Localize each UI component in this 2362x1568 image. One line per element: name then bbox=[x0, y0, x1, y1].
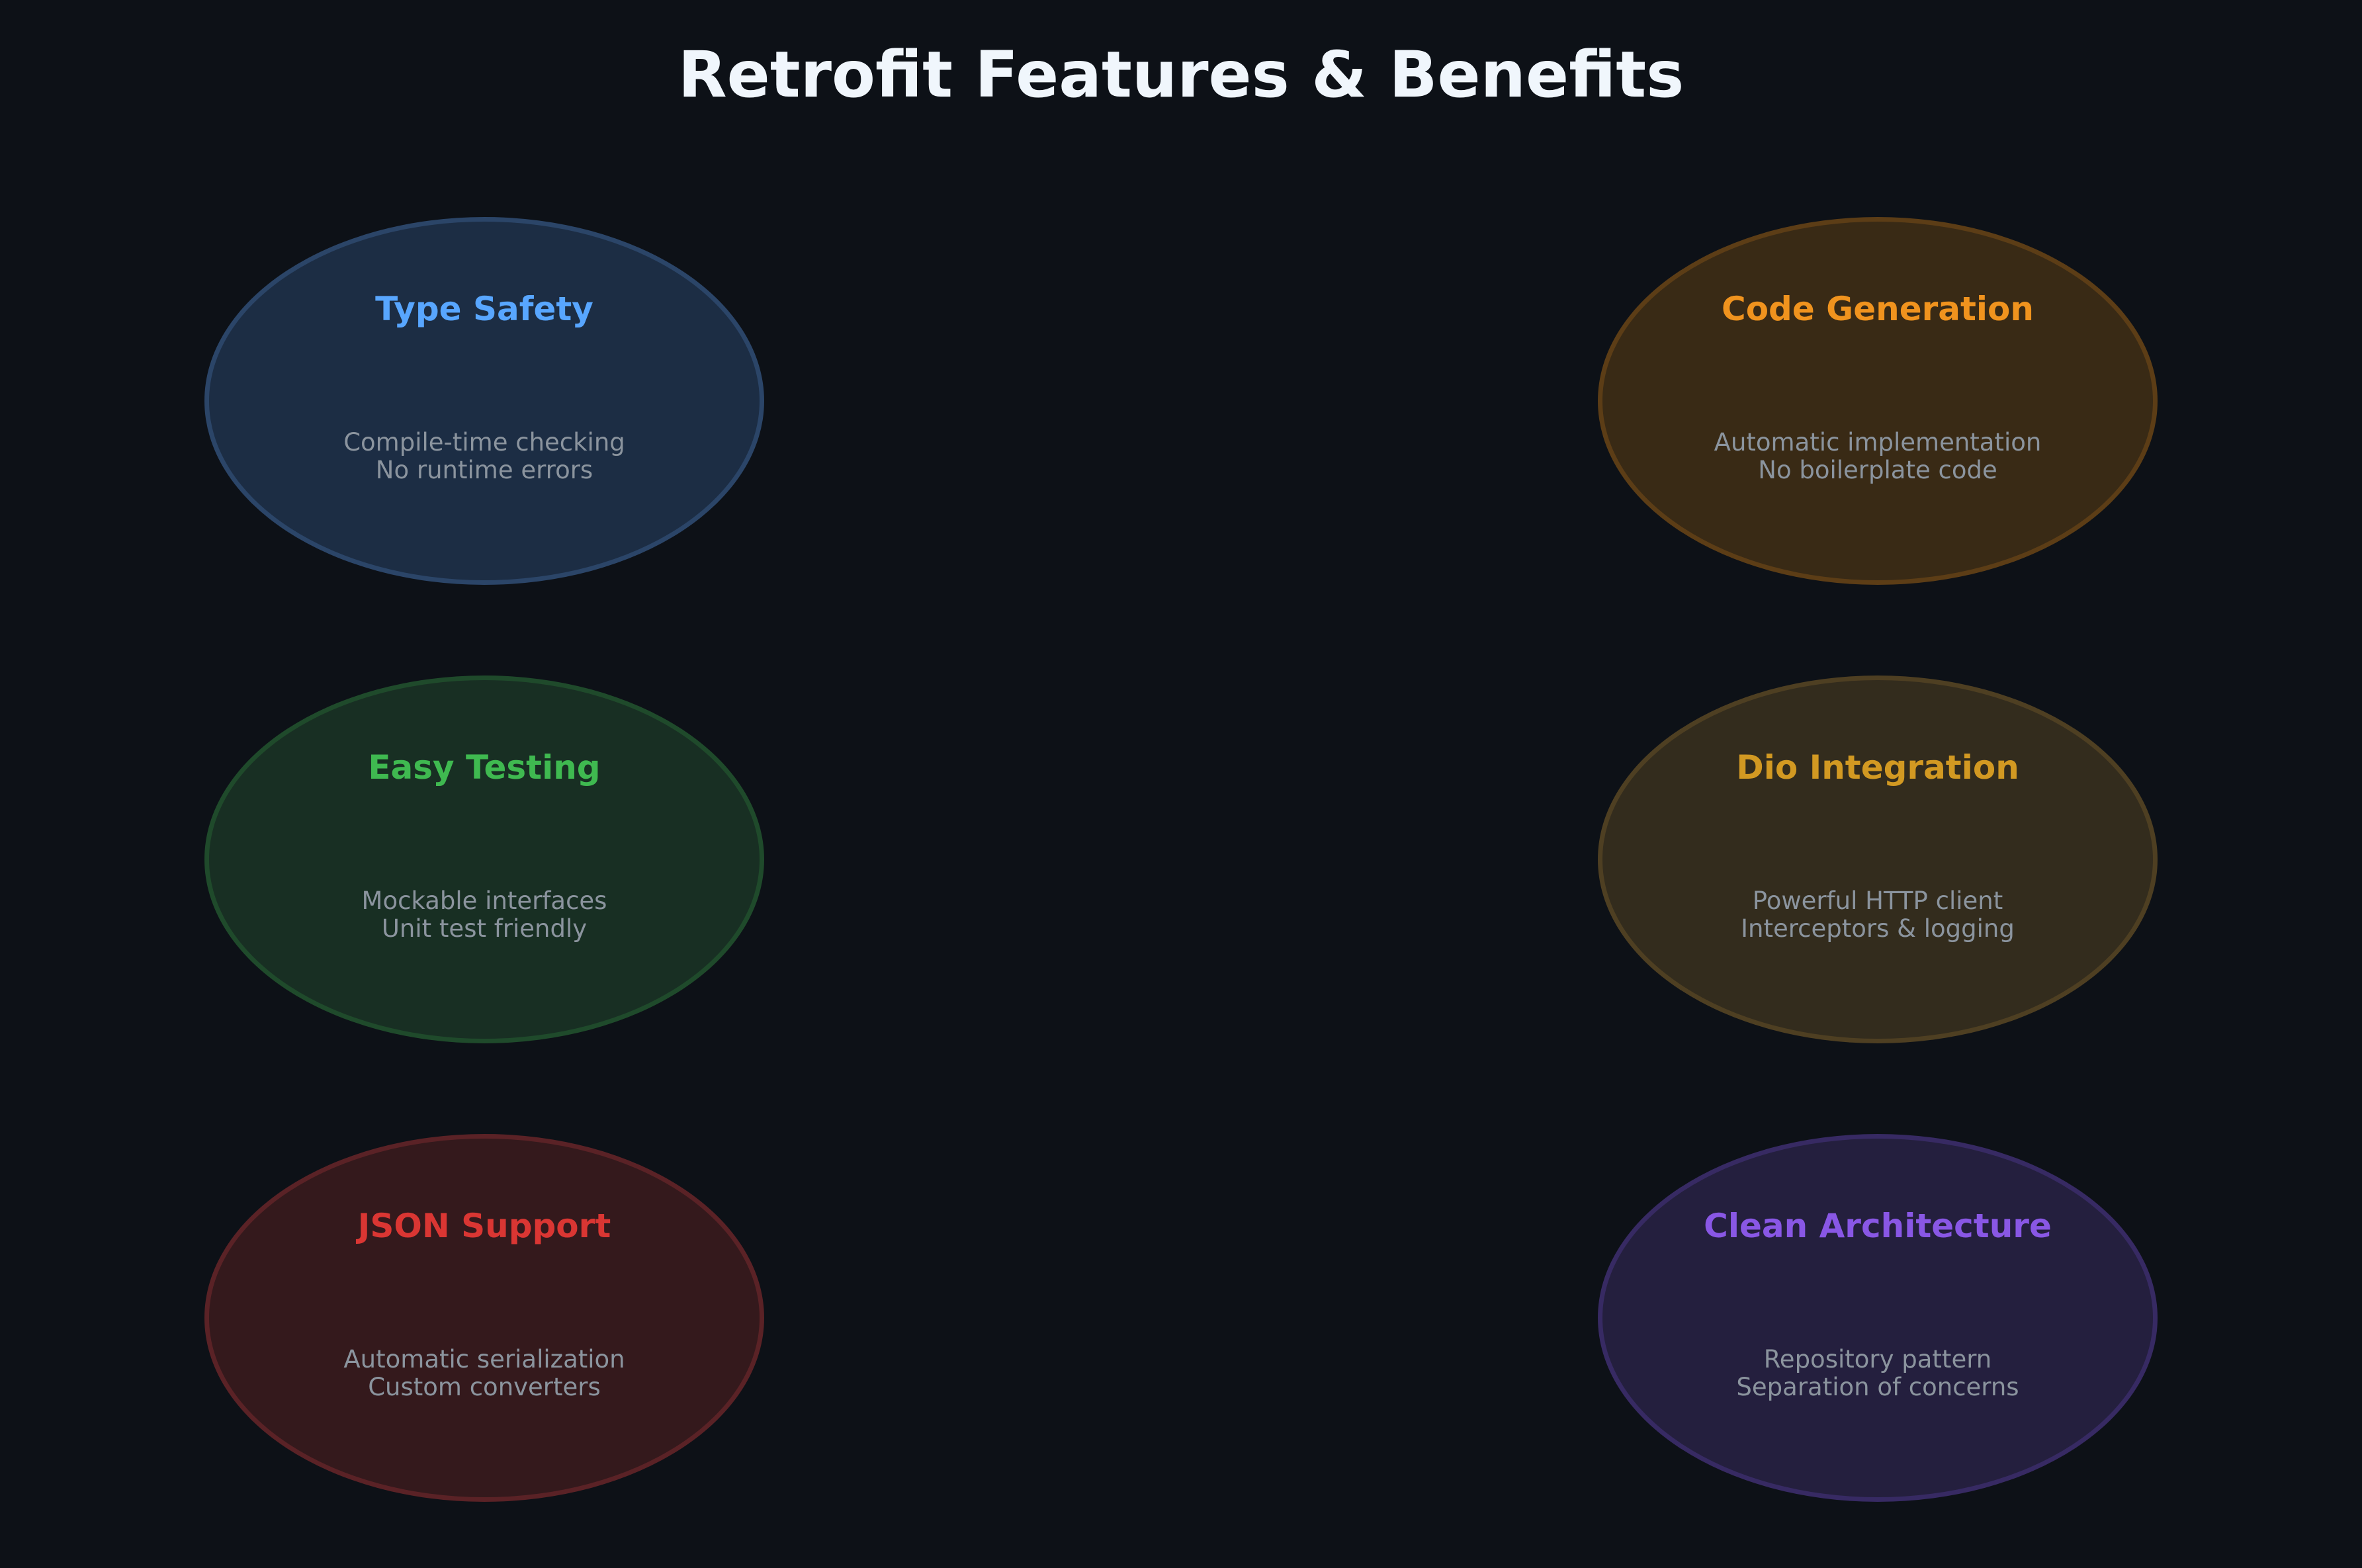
feature-card-description: Compile-time checking No runtime errors bbox=[209, 429, 760, 484]
feature-card-title: JSON Support bbox=[357, 1207, 611, 1245]
feature-card-line: Compile-time checking bbox=[343, 428, 625, 457]
feature-card-title: Clean Architecture bbox=[1704, 1207, 2052, 1245]
feature-card-title: Easy Testing bbox=[368, 748, 601, 787]
feature-card-description: Repository pattern Separation of concern… bbox=[1602, 1346, 2153, 1401]
feature-card-clean-architecture: Clean Architecture Repository pattern Se… bbox=[1598, 1134, 2158, 1502]
feature-card-line: Interceptors & logging bbox=[1741, 914, 2015, 943]
feature-card-line: Mockable interfaces bbox=[361, 887, 607, 915]
feature-card-json-support: JSON Support Automatic serialization Cus… bbox=[204, 1134, 764, 1502]
feature-card-title: Type Safety bbox=[375, 290, 593, 328]
feature-card-description: Automatic implementation No boilerplate … bbox=[1602, 429, 2153, 484]
feature-card-title: Dio Integration bbox=[1736, 748, 2019, 787]
feature-card-description: Mockable interfaces Unit test friendly bbox=[209, 887, 760, 943]
feature-card-line: Unit test friendly bbox=[381, 914, 588, 943]
feature-card-line: Custom converters bbox=[368, 1373, 601, 1401]
feature-card-dio-integration: Dio Integration Powerful HTTP client Int… bbox=[1598, 675, 2158, 1043]
feature-card-description: Automatic serialization Custom converter… bbox=[209, 1346, 760, 1401]
feature-card-line: No boilerplate code bbox=[1758, 456, 1997, 484]
feature-card-line: Powerful HTTP client bbox=[1752, 887, 2003, 915]
feature-card-line: No runtime errors bbox=[375, 456, 593, 484]
feature-card-line: Automatic implementation bbox=[1714, 428, 2042, 457]
diagram-title: Retrofit Features & Benefits bbox=[678, 38, 1684, 112]
feature-card-code-generation: Code Generation Automatic implementation… bbox=[1598, 217, 2158, 585]
feature-card-easy-testing: Easy Testing Mockable interfaces Unit te… bbox=[204, 675, 764, 1043]
feature-card-description: Powerful HTTP client Interceptors & logg… bbox=[1602, 887, 2153, 943]
feature-card-line: Automatic serialization bbox=[343, 1345, 625, 1373]
feature-card-title: Code Generation bbox=[1722, 290, 2034, 328]
feature-card-line: Separation of concerns bbox=[1736, 1373, 2019, 1401]
feature-card-type-safety: Type Safety Compile-time checking No run… bbox=[204, 217, 764, 585]
feature-card-line: Repository pattern bbox=[1763, 1345, 1992, 1373]
